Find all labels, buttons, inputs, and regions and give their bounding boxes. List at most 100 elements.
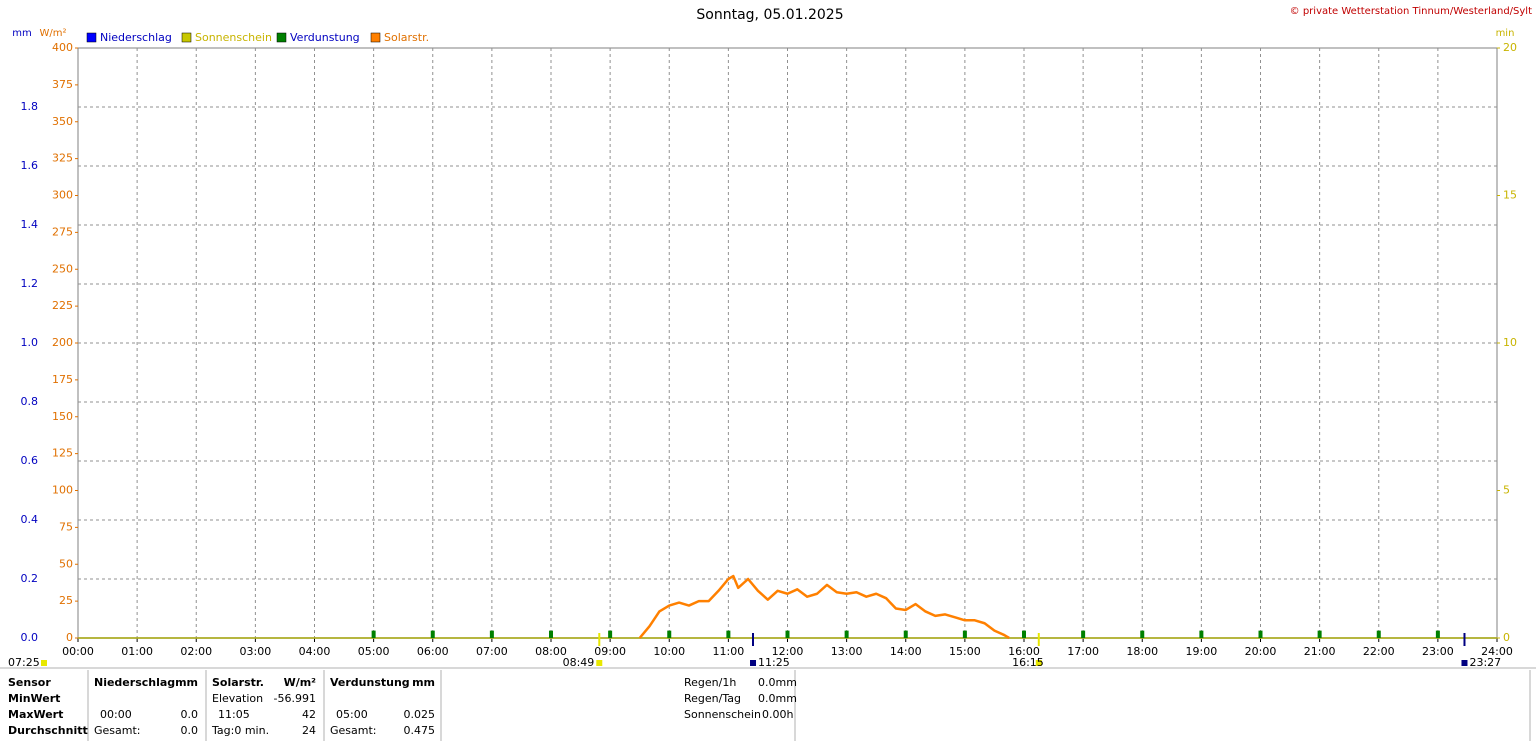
- y-tick-label: 0.2: [21, 572, 39, 585]
- y-tick-label: 1.4: [21, 218, 39, 231]
- bar: [430, 630, 435, 638]
- y2-tick-label: 400: [52, 41, 73, 54]
- y2-tick-label: 50: [59, 557, 73, 570]
- row-label: MaxWert: [8, 708, 63, 721]
- bar: [1258, 630, 1263, 638]
- x-tick-label: 12:00: [772, 645, 804, 658]
- y2-tick-label: 300: [52, 189, 73, 202]
- bar: [726, 630, 731, 638]
- x-tick-label: 08:00: [535, 645, 567, 658]
- x-tick-label: 02:00: [180, 645, 212, 658]
- bar: [667, 630, 672, 638]
- bar: [549, 630, 553, 638]
- x-tick-label: 14:00: [890, 645, 922, 658]
- y3-tick-label: 5: [1503, 484, 1510, 497]
- table-cell: 42: [302, 708, 316, 721]
- x-tick-label: 07:00: [476, 645, 508, 658]
- x-tick-label: 01:00: [121, 645, 153, 658]
- y2-tick-label: 0: [66, 631, 73, 644]
- table-header: Niederschlag: [94, 676, 175, 689]
- event-label: 23:27: [1469, 656, 1501, 669]
- table-cell: 0.0: [181, 724, 199, 737]
- y2-tick-label: 75: [59, 520, 73, 533]
- bar: [1081, 630, 1086, 638]
- left-note: 07:25: [8, 656, 40, 669]
- bar: [608, 630, 613, 638]
- bar: [903, 630, 908, 638]
- legend-label: Solarstr.: [384, 31, 429, 44]
- y-tick-label: 0.8: [21, 395, 39, 408]
- bar: [1435, 630, 1440, 638]
- y2-tick-label: 25: [59, 594, 73, 607]
- x-tick-label: 23:00: [1422, 645, 1454, 658]
- y-tick-label: 1.0: [21, 336, 39, 349]
- table-header: mm: [412, 676, 435, 689]
- x-tick-label: 20:00: [1245, 645, 1277, 658]
- y2-tick-label: 125: [52, 447, 73, 460]
- y2-tick-label: 275: [52, 225, 73, 238]
- y3-tick-label: 10: [1503, 336, 1517, 349]
- event-label: 11:25: [758, 656, 790, 669]
- left-note-marker: [41, 660, 47, 666]
- y2-tick-label: 200: [52, 336, 73, 349]
- event-marker: [1035, 660, 1042, 666]
- table-cell: -56.991: [274, 692, 316, 705]
- x-tick-label: 18:00: [1126, 645, 1158, 658]
- y2-tick-label: 325: [52, 152, 73, 165]
- table-cell: Gesamt:: [94, 724, 141, 737]
- table-cell: 00:00: [100, 708, 132, 721]
- x-tick-label: 16:00: [1008, 645, 1040, 658]
- bar: [371, 630, 376, 638]
- table-cell: 11:05: [218, 708, 250, 721]
- y-tick-label: 0.0: [21, 631, 39, 644]
- y-tick-label: 0.6: [21, 454, 39, 467]
- chart-title: Sonntag, 05.01.2025: [696, 7, 843, 23]
- row-label: MinWert: [8, 692, 60, 705]
- legend-swatch: [370, 32, 381, 43]
- x-tick-label: 06:00: [417, 645, 449, 658]
- x-tick-label: 00:00: [62, 645, 94, 658]
- y3-unit: min: [1496, 28, 1515, 39]
- y-tick-label: 1.8: [21, 100, 39, 113]
- x-tick-label: 11:00: [713, 645, 745, 658]
- table-cell: Gesamt:: [330, 724, 377, 737]
- table-cell: Elevation: [212, 692, 263, 705]
- table-cell: 05:00: [336, 708, 368, 721]
- extra-label: Sonnenschein: [684, 708, 761, 721]
- y3-tick-label: 15: [1503, 189, 1517, 202]
- credit: © private Wetterstation Tinnum/Westerlan…: [1290, 6, 1532, 17]
- event-marker: [1461, 660, 1468, 666]
- extra-value: 0.0mm: [758, 676, 797, 689]
- x-tick-label: 05:00: [358, 645, 390, 658]
- series-line: [638, 574, 1010, 640]
- x-tick-label: 10:00: [653, 645, 685, 658]
- x-tick-label: 13:00: [831, 645, 863, 658]
- table-header: Solarstr.: [212, 676, 264, 689]
- y-tick-label: 1.2: [21, 277, 39, 290]
- x-tick-label: 22:00: [1363, 645, 1395, 658]
- legend-swatch: [276, 32, 287, 43]
- table-header: Sensor: [8, 676, 51, 689]
- y2-tick-label: 350: [52, 115, 73, 128]
- bar: [1140, 630, 1145, 638]
- y3-tick-label: 20: [1503, 41, 1517, 54]
- bar: [785, 630, 790, 638]
- event-label: 16:15: [1012, 656, 1044, 669]
- y2-unit: W/m²: [39, 28, 66, 39]
- legend-label: Niederschlag: [100, 31, 172, 44]
- x-tick-label: 19:00: [1186, 645, 1218, 658]
- y2-tick-label: 100: [52, 484, 73, 497]
- event-label: 08:49: [563, 656, 595, 669]
- x-tick-label: 15:00: [949, 645, 981, 658]
- extra-label: Regen/1h: [684, 676, 736, 689]
- legend-label: Sonnenschein: [195, 31, 272, 44]
- y-unit: mm: [12, 28, 31, 39]
- table-cell: 0.475: [404, 724, 436, 737]
- x-tick-label: 24:00: [1481, 645, 1513, 658]
- y2-tick-label: 375: [52, 78, 73, 91]
- table-cell: 24: [302, 724, 316, 737]
- table-cell: Tag:0 min.: [211, 724, 269, 737]
- legend-label: Verdunstung: [290, 31, 360, 44]
- table-header: W/m²: [284, 676, 317, 689]
